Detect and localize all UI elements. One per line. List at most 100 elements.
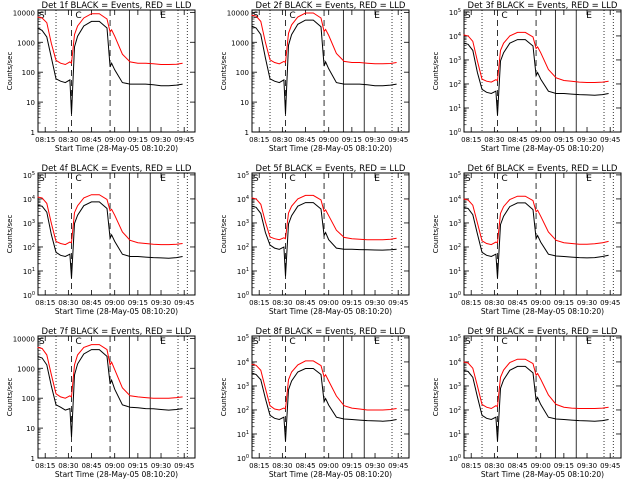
marker-label-c: C <box>289 11 295 21</box>
x-tick-label: 09:30 <box>151 136 171 144</box>
x-axis-label: Start Time (28-May-05 08:10:20) <box>481 470 604 479</box>
y-tick-label: 104 <box>23 195 35 204</box>
series-line-lld <box>251 12 397 65</box>
x-tick-label: 09:00 <box>531 462 551 470</box>
y-tick-label: 100 <box>236 69 249 77</box>
y-tick-label: 1000 <box>231 39 249 47</box>
y-tick-label: 105 <box>237 171 249 180</box>
y-tick-label: 103 <box>449 382 461 391</box>
y-tick-label: 105 <box>449 8 461 17</box>
y-tick-label: 101 <box>449 104 461 113</box>
series-line-events <box>463 202 609 279</box>
y-tick-label: 102 <box>449 80 461 89</box>
chart-title: Det 9f BLACK = Events, RED = LLD <box>468 327 618 337</box>
x-tick-label: 08:45 <box>81 136 101 144</box>
marker-label-c: C <box>501 11 507 21</box>
plot-frame <box>463 9 622 133</box>
series-line-lld <box>463 195 609 246</box>
y-tick-label: 102 <box>23 243 35 252</box>
marker-label-c: C <box>75 337 81 347</box>
y-tick-label: 105 <box>449 171 461 180</box>
plot-frame <box>37 9 196 133</box>
x-axis-label: Start Time (28-May-05 08:10:20) <box>55 470 178 479</box>
marker-label-c: C <box>501 174 507 184</box>
series-line-lld <box>251 360 397 411</box>
y-tick-label: 100 <box>449 454 461 463</box>
plot-frame <box>463 335 622 459</box>
y-tick-label: 101 <box>449 430 461 439</box>
y-axis-label: Counts/sec <box>432 378 440 417</box>
x-tick-label: 09:30 <box>365 136 385 144</box>
x-tick-label: 08:15 <box>35 136 55 144</box>
series-line-events <box>251 19 397 115</box>
x-tick-label: 09:15 <box>128 462 148 470</box>
x-tick-label: 08:30 <box>58 136 78 144</box>
x-tick-label: 09:00 <box>105 299 125 307</box>
chart-title: Det 1f BLACK = Events, RED = LLD <box>42 1 192 11</box>
y-axis-label: Counts/sec <box>220 215 228 254</box>
y-tick-label: 100 <box>22 69 35 77</box>
x-tick-label: 08:30 <box>58 462 78 470</box>
x-tick-label: 09:15 <box>342 462 362 470</box>
y-tick-label: 104 <box>237 358 249 367</box>
chart-title: Det 7f BLACK = Events, RED = LLD <box>42 327 192 337</box>
marker-label-c: C <box>501 337 507 347</box>
x-tick-label: 09:00 <box>319 136 339 144</box>
chart-title: Det 6f BLACK = Events, RED = LLD <box>468 164 618 174</box>
x-tick-label: 09:00 <box>531 299 551 307</box>
x-tick-label: 08:45 <box>507 462 527 470</box>
y-tick-label: 102 <box>449 406 461 415</box>
y-tick-label: 1 <box>31 129 35 137</box>
x-tick-label: 08:30 <box>484 462 504 470</box>
marker-label-e: E <box>374 11 380 21</box>
chart-title: Det 5f BLACK = Events, RED = LLD <box>256 164 406 174</box>
marker-label-e: E <box>160 337 166 347</box>
marker-label-c: C <box>75 174 81 184</box>
x-axis-label: Start Time (28-May-05 08:10:20) <box>269 470 392 479</box>
y-tick-label: 10 <box>26 99 35 107</box>
series-line-lld <box>37 344 183 399</box>
series-line-events <box>251 368 397 442</box>
x-tick-label: 09:15 <box>128 299 148 307</box>
x-tick-label: 08:30 <box>58 299 78 307</box>
x-axis-label: Start Time (28-May-05 08:10:20) <box>55 307 178 316</box>
plot-frame <box>37 172 196 296</box>
y-tick-label: 10 <box>240 99 249 107</box>
x-axis-label: Start Time (28-May-05 08:10:20) <box>481 144 604 153</box>
plot-frame <box>251 172 410 296</box>
y-tick-label: 101 <box>237 267 249 276</box>
y-tick-label: 100 <box>449 128 461 137</box>
y-tick-label: 102 <box>237 243 249 252</box>
x-tick-label: 09:30 <box>577 136 597 144</box>
y-tick-label: 10000 <box>13 9 35 17</box>
x-tick-label: 09:15 <box>554 136 574 144</box>
marker-label-s: S <box>465 337 471 347</box>
x-tick-label: 08:30 <box>272 462 292 470</box>
x-tick-label: 08:30 <box>484 299 504 307</box>
series-line-events <box>251 202 397 277</box>
x-tick-label: 09:30 <box>577 299 597 307</box>
x-tick-label: 09:00 <box>319 462 339 470</box>
marker-label-e: E <box>586 174 592 184</box>
y-axis-label: Counts/sec <box>220 378 228 417</box>
x-tick-label: 08:30 <box>272 299 292 307</box>
y-tick-label: 100 <box>237 454 249 463</box>
marker-label-s: S <box>39 11 45 21</box>
y-tick-label: 104 <box>449 358 461 367</box>
x-tick-label: 08:15 <box>249 299 269 307</box>
marker-label-s: S <box>253 337 259 347</box>
x-tick-label: 09:45 <box>388 299 408 307</box>
x-tick-label: 09:00 <box>319 299 339 307</box>
plot-frame <box>251 335 410 459</box>
x-tick-label: 09:15 <box>128 136 148 144</box>
marker-label-c: C <box>289 337 295 347</box>
y-tick-label: 102 <box>449 243 461 252</box>
x-tick-label: 08:15 <box>35 462 55 470</box>
x-tick-label: 08:30 <box>272 136 292 144</box>
x-tick-label: 08:15 <box>461 462 481 470</box>
y-tick-label: 100 <box>449 291 461 300</box>
x-tick-label: 08:45 <box>295 462 315 470</box>
